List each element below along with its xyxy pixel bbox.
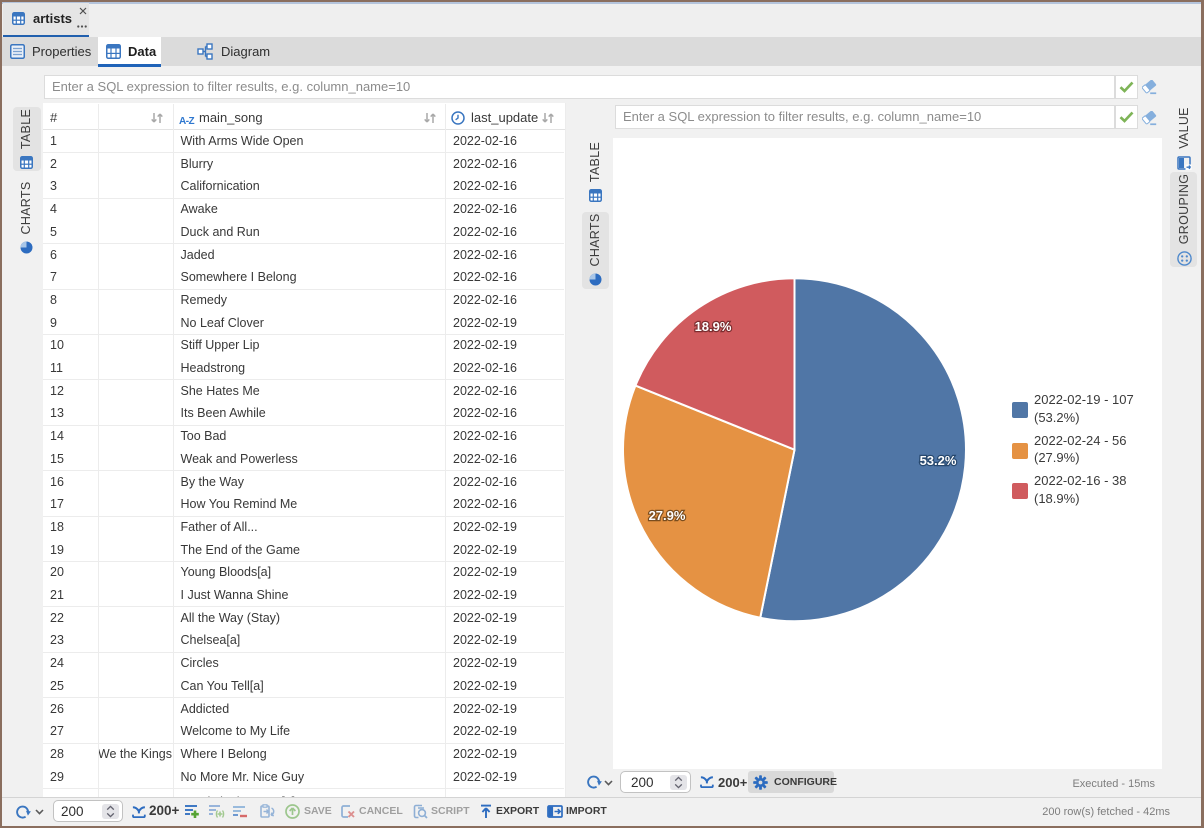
svg-text:18.9%: 18.9%	[695, 319, 732, 334]
svg-text:27.9%: 27.9%	[649, 508, 686, 523]
svg-text:53.2%: 53.2%	[920, 453, 957, 468]
